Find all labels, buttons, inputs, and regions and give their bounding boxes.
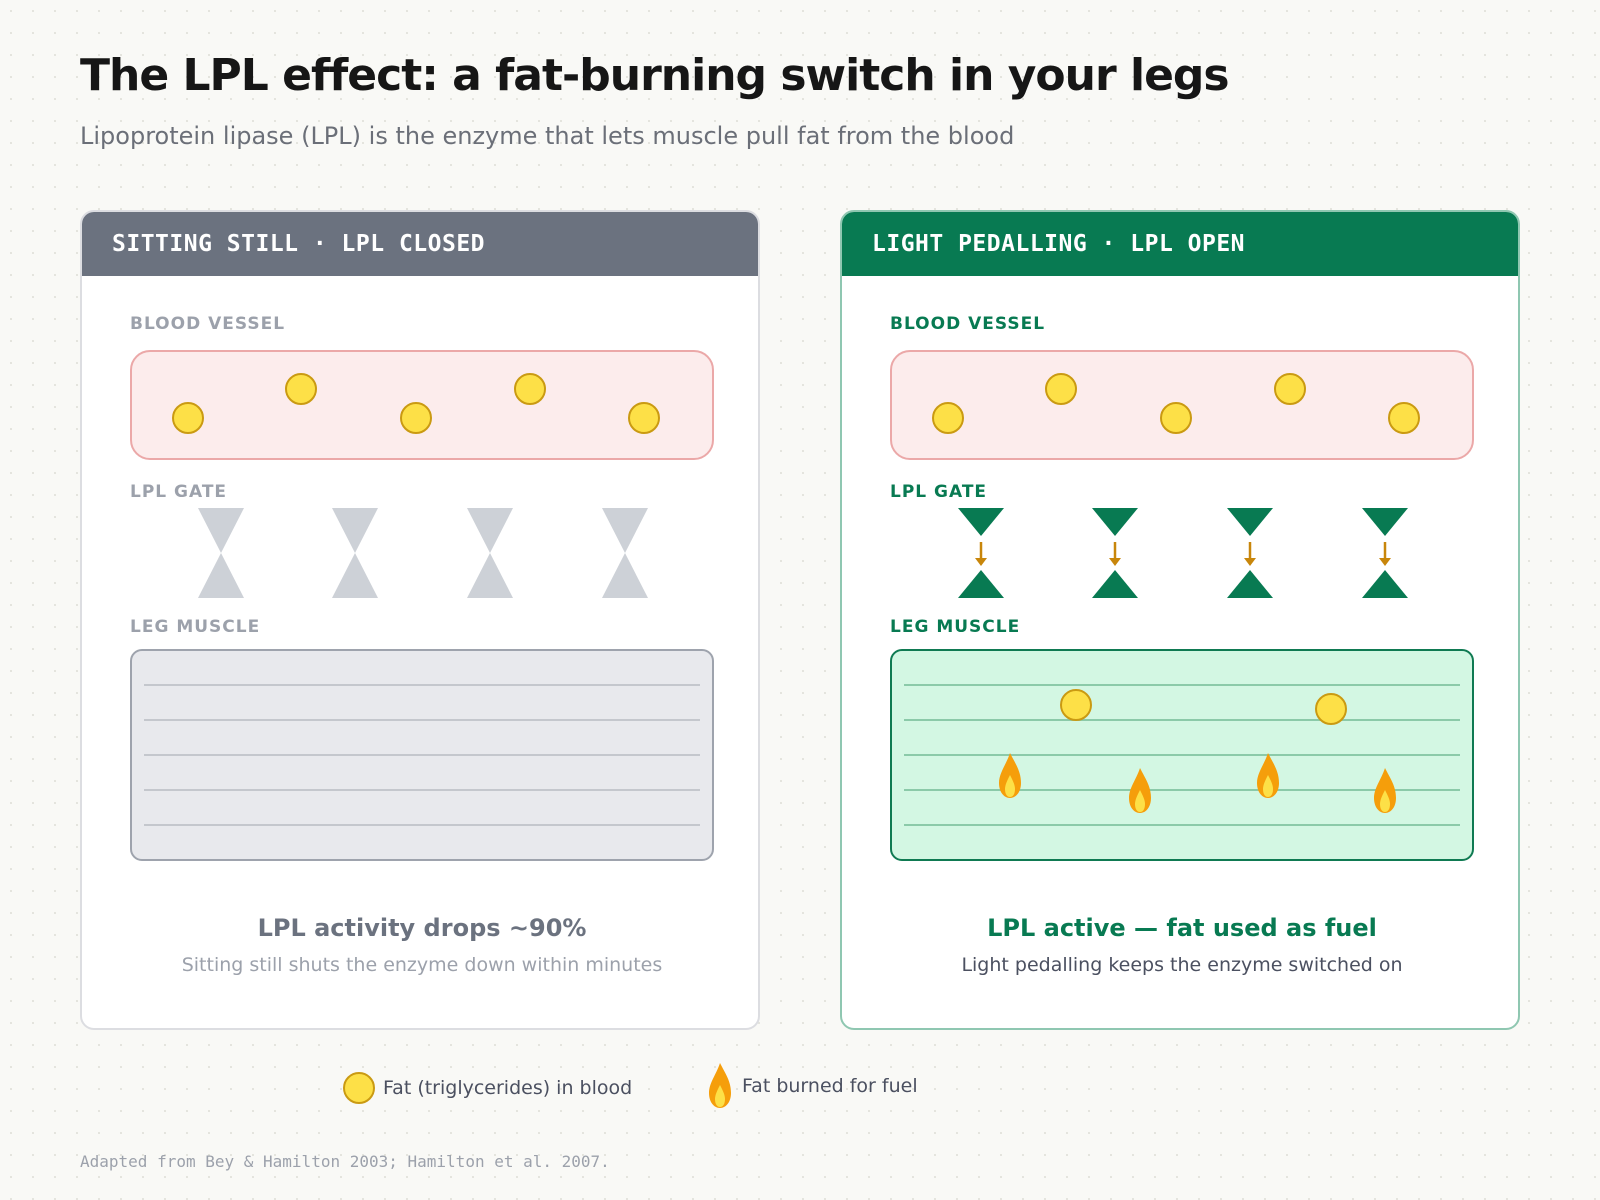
panel-header-sitting: SITTING STILL · LPL CLOSED: [82, 212, 758, 276]
blood-vessel-label: BLOOD VESSEL: [130, 314, 286, 334]
muscle-fiber: [904, 789, 1460, 791]
blood-vessel-label: BLOOD VESSEL: [890, 314, 1046, 334]
fat-droplet-icon: [172, 402, 204, 434]
lpl-gate-icon: [958, 508, 1408, 598]
leg-muscle-inactive: [130, 649, 714, 861]
lpl-gates-closed: [82, 508, 758, 602]
muscle-fiber: [904, 754, 1460, 756]
caption-sitting-sub: Sitting still shuts the enzyme down with…: [181, 954, 663, 976]
sitting-still-panel: SITTING STILL · LPL CLOSED BLOOD VESSEL …: [80, 210, 760, 1030]
legend-label-burn: Fat burned for fuel: [742, 1075, 918, 1097]
blood-vessel: [130, 350, 714, 460]
fat-droplet-icon: [400, 402, 432, 434]
caption-sitting-main: LPL activity drops ~90%: [257, 914, 587, 942]
lpl-gate-label: LPL GATE: [130, 482, 228, 502]
lpl-gates-open: [842, 508, 1518, 602]
flame-icon: [1257, 753, 1279, 798]
fat-droplet-icon: [343, 1072, 375, 1104]
page-subtitle: Lipoprotein lipase (LPL) is the enzyme t…: [80, 122, 1015, 150]
leg-muscle-active: [890, 649, 1474, 861]
page-title: The LPL effect: a fat-burning switch in …: [80, 50, 1230, 101]
legend-item-burn: Fat burned for fuel: [708, 1063, 918, 1109]
flame-icon: [709, 1063, 731, 1108]
fat-droplet-icon: [628, 402, 660, 434]
fat-droplet-icon: [1388, 402, 1420, 434]
muscle-fiber: [904, 684, 1460, 686]
fat-droplet-icon: [932, 402, 964, 434]
leg-muscle-label: LEG MUSCLE: [130, 617, 261, 637]
legend: Fat (triglycerides) in blood Fat burned …: [0, 1063, 1600, 1120]
legend-label-fat: Fat (triglycerides) in blood: [383, 1077, 633, 1099]
caption-pedalling-sub: Light pedalling keeps the enzyme switche…: [961, 954, 1403, 976]
muscle-fiber: [144, 719, 700, 721]
lpl-gate-icon: [198, 508, 648, 598]
blood-vessel: [890, 350, 1474, 460]
fat-droplet-icon: [1060, 689, 1092, 721]
flame-icon: [1129, 768, 1151, 813]
lpl-gate-label: LPL GATE: [890, 482, 988, 502]
source-citation: Adapted from Bey & Hamilton 2003; Hamilt…: [80, 1152, 610, 1171]
muscle-fiber: [144, 754, 700, 756]
muscle-fiber: [904, 824, 1460, 826]
fat-droplet-icon: [514, 373, 546, 405]
fat-droplet-icon: [1045, 373, 1077, 405]
muscle-fiber: [144, 824, 700, 826]
panel-header-pedalling: LIGHT PEDALLING · LPL OPEN: [842, 212, 1518, 276]
caption-pedalling-main: LPL active — fat used as fuel: [987, 914, 1377, 942]
fat-droplet-icon: [285, 373, 317, 405]
fat-droplet-icon: [1160, 402, 1192, 434]
muscle-fiber: [144, 684, 700, 686]
muscle-fiber: [904, 719, 1460, 721]
light-pedalling-panel: LIGHT PEDALLING · LPL OPEN BLOOD VESSEL …: [840, 210, 1520, 1030]
leg-muscle-label: LEG MUSCLE: [890, 617, 1021, 637]
muscle-fiber: [144, 789, 700, 791]
legend-item-fat: Fat (triglycerides) in blood: [343, 1072, 632, 1104]
fat-droplet-icon: [1274, 373, 1306, 405]
flame-icon: [999, 753, 1021, 798]
fat-droplet-icon: [1315, 693, 1347, 725]
flame-icon: [1374, 768, 1396, 813]
